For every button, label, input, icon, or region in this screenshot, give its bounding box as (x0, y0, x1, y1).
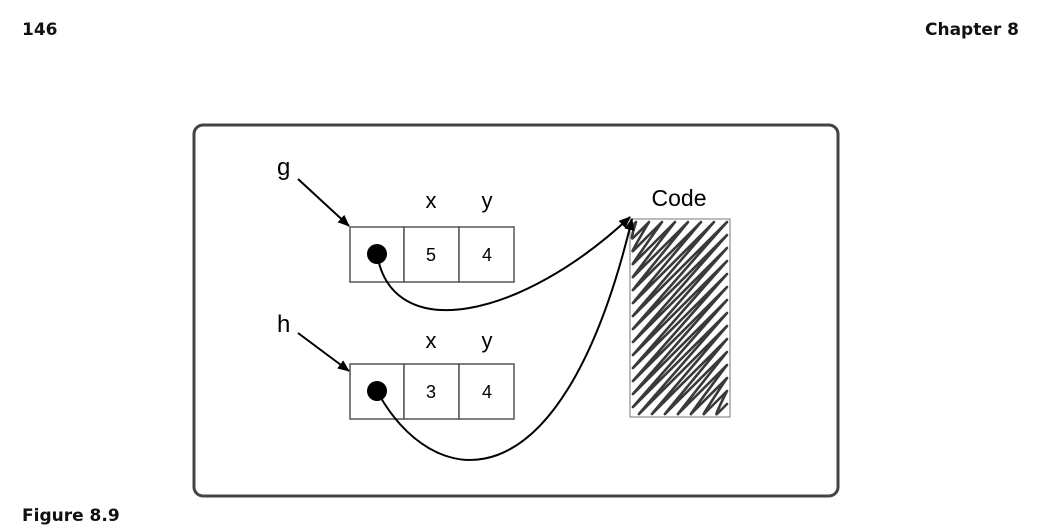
figure-frame (192, 123, 840, 498)
g-x-value: 5 (426, 245, 436, 265)
g-field-name-y: y (482, 188, 493, 213)
h-y-value: 4 (482, 382, 492, 402)
variable-label-h: h (277, 311, 290, 338)
h-reference-arrow (297, 332, 350, 372)
page-number: 146 (22, 20, 58, 40)
code-hatch-scribble (630, 220, 729, 416)
g-class-pointer-arrow (376, 216, 631, 311)
variable-label-g: g (277, 154, 290, 181)
h-class-pointer-arrow (376, 218, 635, 461)
chapter-heading: Chapter 8 (924, 20, 1019, 40)
h-y-cell (458, 363, 515, 420)
h-field-name-y: y (482, 328, 493, 353)
code-label: Code (652, 185, 707, 211)
object-g-box: 5 4 (349, 226, 515, 283)
h-x-cell (403, 363, 460, 420)
object-h-box: 3 4 (349, 363, 515, 420)
g-reference-arrow (297, 178, 350, 227)
h-field-name-x: x (426, 328, 437, 353)
figure-caption: Figure 8.9 (22, 506, 120, 526)
h-x-value: 3 (426, 382, 436, 402)
g-field-name-x: x (426, 188, 437, 213)
g-y-cell (458, 226, 515, 283)
g-y-value: 4 (482, 245, 492, 265)
